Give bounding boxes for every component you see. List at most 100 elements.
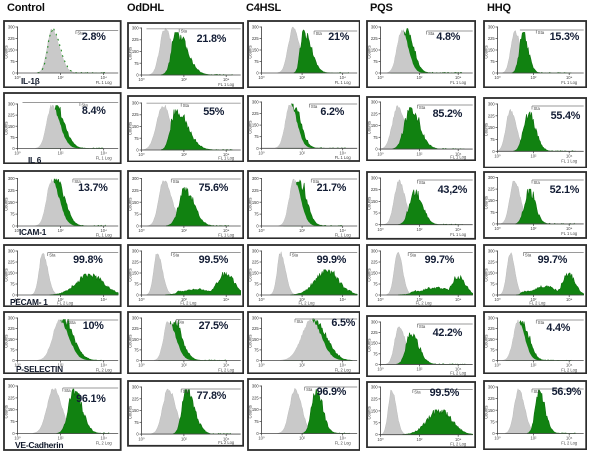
svg-text:300: 300 [488, 385, 496, 390]
svg-text:225: 225 [371, 330, 379, 335]
svg-text:Sta: Sta [419, 324, 426, 329]
svg-text:FL 2 Log: FL 2 Log [218, 367, 234, 372]
svg-text:150: 150 [488, 47, 496, 52]
svg-text:75: 75 [10, 347, 15, 352]
svg-text:75: 75 [134, 281, 139, 286]
svg-text:10⁰: 10⁰ [14, 297, 21, 302]
svg-text:Counts: Counts [3, 122, 8, 135]
svg-text:10⁰: 10⁰ [494, 436, 501, 441]
svg-text:150: 150 [251, 407, 259, 412]
svg-text:10²: 10² [416, 297, 423, 302]
svg-text:225: 225 [251, 188, 259, 193]
svg-text:225: 225 [371, 187, 379, 192]
svg-text:Sta: Sta [74, 179, 81, 184]
svg-text:10⁴: 10⁴ [566, 226, 573, 231]
svg-text:300: 300 [371, 25, 379, 30]
svg-text:Counts: Counts [366, 406, 371, 419]
svg-text:0: 0 [136, 358, 139, 363]
svg-text:75: 75 [490, 59, 495, 64]
svg-text:FL 2 Log: FL 2 Log [96, 441, 112, 446]
svg-text:10⁴: 10⁴ [455, 227, 462, 232]
svg-text:10⁰: 10⁰ [14, 75, 21, 80]
svg-text:225: 225 [371, 111, 379, 116]
svg-text:300: 300 [488, 175, 496, 180]
svg-text:225: 225 [8, 326, 16, 331]
svg-text:0: 0 [375, 222, 378, 227]
svg-text:10⁰: 10⁰ [138, 77, 145, 82]
svg-text:75: 75 [10, 212, 15, 217]
svg-text:FL 1 Log: FL 1 Log [334, 80, 350, 85]
svg-text:10⁴: 10⁴ [339, 363, 346, 368]
svg-text:150: 150 [132, 408, 140, 413]
svg-text:300: 300 [132, 100, 140, 105]
svg-text:150: 150 [8, 124, 16, 129]
svg-text:10⁴: 10⁴ [223, 437, 230, 442]
svg-text:75: 75 [254, 419, 259, 424]
svg-text:225: 225 [8, 259, 16, 264]
svg-text:75: 75 [254, 281, 259, 286]
svg-text:Sta: Sta [77, 30, 84, 35]
svg-text:10⁰: 10⁰ [258, 228, 265, 233]
svg-text:10⁴: 10⁴ [101, 363, 108, 368]
svg-text:150: 150 [132, 124, 140, 129]
svg-text:Sta: Sta [525, 252, 532, 257]
svg-text:225: 225 [132, 397, 140, 402]
svg-text:FL 1 Log: FL 1 Log [334, 155, 350, 160]
svg-text:Counts: Counts [127, 268, 132, 281]
svg-text:10²: 10² [530, 436, 537, 441]
svg-text:FL 2 Log: FL 2 Log [298, 300, 314, 305]
svg-text:10⁰: 10⁰ [14, 151, 21, 156]
svg-text:300: 300 [251, 316, 259, 321]
svg-text:Counts: Counts [366, 45, 371, 58]
svg-text:150: 150 [8, 270, 16, 275]
svg-text:150: 150 [488, 408, 496, 413]
svg-text:10⁰: 10⁰ [138, 228, 145, 233]
svg-text:Sta: Sta [49, 252, 56, 257]
svg-text:Sta: Sta [533, 180, 540, 185]
svg-text:225: 225 [251, 395, 259, 400]
svg-text:FL 1 Log: FL 1 Log [96, 80, 112, 85]
svg-text:300: 300 [371, 385, 379, 390]
svg-text:10⁰: 10⁰ [494, 226, 501, 231]
svg-text:10⁴: 10⁴ [566, 75, 573, 80]
svg-text:10⁴: 10⁴ [223, 152, 230, 157]
svg-text:75: 75 [490, 137, 495, 142]
svg-text:10²: 10² [299, 297, 306, 302]
svg-text:150: 150 [251, 200, 259, 205]
svg-text:FL 1 Log: FL 1 Log [218, 232, 234, 237]
svg-text:10⁰: 10⁰ [377, 227, 384, 232]
svg-text:0: 0 [375, 70, 378, 75]
svg-text:FL 2 Log: FL 2 Log [561, 441, 577, 446]
svg-text:10²: 10² [58, 363, 65, 368]
svg-text:225: 225 [371, 396, 379, 401]
svg-text:150: 150 [251, 270, 259, 275]
svg-text:300: 300 [132, 316, 140, 321]
svg-text:Sta: Sta [538, 30, 545, 35]
svg-text:FL 1 Log: FL 1 Log [561, 158, 577, 163]
svg-text:10⁴: 10⁴ [566, 363, 573, 368]
svg-text:10²: 10² [299, 363, 306, 368]
svg-text:10⁰: 10⁰ [377, 437, 384, 442]
svg-text:10²: 10² [416, 75, 423, 80]
svg-text:Counts: Counts [247, 335, 252, 348]
svg-text:FL 2 Log: FL 2 Log [450, 441, 466, 446]
svg-text:10⁰: 10⁰ [258, 297, 265, 302]
svg-text:75: 75 [10, 419, 15, 424]
svg-text:10⁰: 10⁰ [14, 228, 21, 233]
svg-text:300: 300 [132, 25, 140, 30]
svg-text:Counts: Counts [127, 406, 132, 419]
svg-text:FL 2 Log: FL 2 Log [57, 300, 73, 305]
svg-text:300: 300 [8, 384, 16, 389]
svg-text:225: 225 [251, 36, 259, 41]
svg-text:300: 300 [251, 25, 259, 30]
svg-text:75: 75 [373, 420, 378, 425]
svg-text:FL 1 Log: FL 1 Log [450, 232, 466, 237]
svg-text:150: 150 [132, 270, 140, 275]
svg-text:10⁰: 10⁰ [138, 437, 145, 442]
svg-text:0: 0 [375, 362, 378, 367]
svg-text:225: 225 [488, 326, 496, 331]
svg-text:225: 225 [371, 259, 379, 264]
svg-text:0: 0 [492, 431, 495, 436]
svg-text:75: 75 [254, 212, 259, 217]
svg-text:225: 225 [488, 113, 496, 118]
